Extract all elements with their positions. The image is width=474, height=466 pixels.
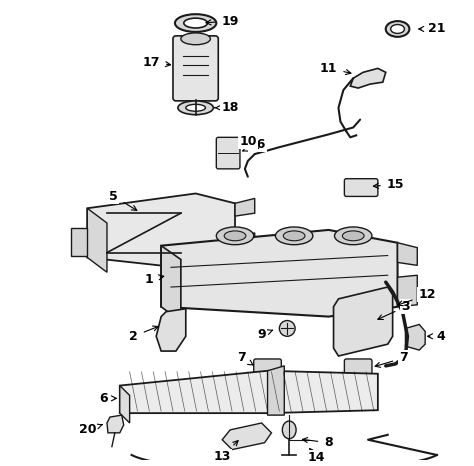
FancyBboxPatch shape bbox=[216, 137, 240, 169]
Text: 7: 7 bbox=[237, 351, 253, 365]
Text: 15: 15 bbox=[374, 178, 404, 191]
Text: 10: 10 bbox=[239, 135, 259, 149]
Ellipse shape bbox=[275, 227, 313, 245]
Polygon shape bbox=[350, 69, 386, 88]
Text: 8: 8 bbox=[302, 436, 333, 449]
Text: 7: 7 bbox=[375, 351, 408, 367]
Polygon shape bbox=[120, 371, 378, 413]
Text: 18: 18 bbox=[215, 101, 239, 114]
FancyBboxPatch shape bbox=[173, 36, 219, 101]
Text: 20: 20 bbox=[79, 424, 102, 436]
Polygon shape bbox=[87, 208, 107, 272]
Polygon shape bbox=[267, 366, 284, 415]
Text: 3: 3 bbox=[378, 300, 410, 320]
Text: 21: 21 bbox=[419, 22, 446, 35]
Ellipse shape bbox=[178, 101, 213, 115]
Polygon shape bbox=[156, 308, 186, 351]
Ellipse shape bbox=[181, 33, 210, 45]
FancyBboxPatch shape bbox=[345, 178, 378, 197]
Text: 13: 13 bbox=[213, 441, 238, 463]
Text: 4: 4 bbox=[428, 330, 445, 343]
Polygon shape bbox=[87, 193, 235, 269]
Ellipse shape bbox=[216, 227, 254, 245]
Polygon shape bbox=[161, 230, 398, 316]
Text: 9: 9 bbox=[257, 328, 273, 341]
FancyBboxPatch shape bbox=[254, 359, 282, 381]
Text: 2: 2 bbox=[129, 326, 158, 343]
Ellipse shape bbox=[186, 104, 205, 111]
Ellipse shape bbox=[283, 231, 305, 241]
Ellipse shape bbox=[283, 421, 296, 439]
Polygon shape bbox=[398, 275, 417, 307]
Ellipse shape bbox=[335, 227, 372, 245]
Polygon shape bbox=[405, 324, 425, 350]
Text: 17: 17 bbox=[143, 56, 171, 69]
Polygon shape bbox=[222, 423, 272, 450]
Polygon shape bbox=[107, 415, 124, 433]
Ellipse shape bbox=[224, 231, 246, 241]
Ellipse shape bbox=[391, 25, 404, 34]
Ellipse shape bbox=[342, 231, 364, 241]
Text: 16: 16 bbox=[243, 138, 266, 151]
Text: 12: 12 bbox=[398, 288, 436, 306]
Text: 6: 6 bbox=[100, 392, 116, 405]
Polygon shape bbox=[235, 233, 255, 251]
Polygon shape bbox=[235, 199, 255, 216]
Polygon shape bbox=[398, 243, 417, 265]
Text: 11: 11 bbox=[320, 62, 351, 75]
Ellipse shape bbox=[386, 21, 410, 37]
Polygon shape bbox=[334, 287, 392, 356]
Text: 14: 14 bbox=[308, 449, 326, 464]
Polygon shape bbox=[120, 385, 129, 423]
Text: 5: 5 bbox=[109, 190, 137, 210]
Polygon shape bbox=[71, 228, 87, 255]
Ellipse shape bbox=[279, 321, 295, 336]
Ellipse shape bbox=[175, 14, 216, 32]
Ellipse shape bbox=[184, 18, 208, 28]
Text: 19: 19 bbox=[206, 14, 239, 27]
FancyBboxPatch shape bbox=[345, 359, 372, 381]
Polygon shape bbox=[161, 246, 181, 322]
Text: 1: 1 bbox=[145, 273, 164, 286]
